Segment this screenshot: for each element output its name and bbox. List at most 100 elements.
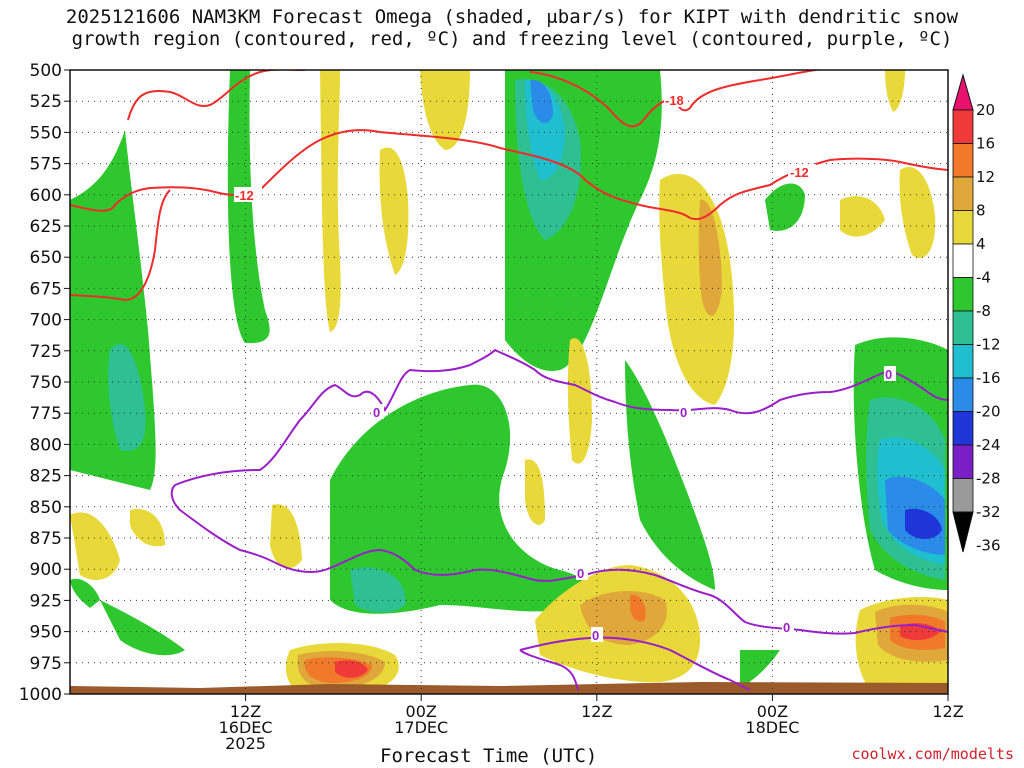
colorbar-label: -36 [976,537,1001,555]
omega-region [320,70,341,332]
colorbar: 20 16 12 8 4 -4 -8 -12 -16 -20 -24 -28 -32 -36 [952,73,1001,555]
colorbar-label: -24 [976,436,1001,454]
contour-label-bg [664,92,686,107]
colorbar-label: 16 [976,135,995,153]
omega-region [530,79,553,124]
freezing-contour [519,649,579,691]
contour-label-bg [576,565,588,580]
title-line-1: 2025121606 NAM3KM Forecast Omega (shaded… [65,6,959,28]
dendritic-contour [259,129,948,221]
omega-region [525,459,545,525]
contour-label-bg [372,404,384,419]
y-tick-label: 500 [30,61,62,81]
contour-label-bg [884,366,896,381]
omega-region [740,650,780,688]
x-tick-label: 12Z [932,702,963,721]
omega-region [765,183,805,231]
colorbar-arrow-top [952,73,974,111]
y-tick-label: 950 [30,623,62,643]
colorbar-label: -16 [976,369,1001,387]
freezing-contour [170,484,948,635]
omega-region [100,600,185,656]
colorbar-swatch [952,109,974,144]
colorbar-swatch [952,310,974,345]
omega-region [698,199,722,317]
omega-region [70,512,120,580]
colorbar-swatch [952,176,974,211]
colorbar-label: -28 [976,470,1001,488]
y-tick-label: 775 [30,404,62,424]
y-tick-label: 550 [30,123,62,143]
colorbar-swatch [952,344,974,379]
omega-region [70,578,100,608]
colorbar-swatch [952,210,974,245]
omega-region [330,384,587,614]
title-line-2: growth region (contoured, red, ºC) and f… [71,28,953,50]
y-tick-label: 850 [30,498,62,518]
x-tick-label: 18DEC [745,718,799,737]
contour-label: 0 [373,405,380,420]
colorbar-swatch [952,243,974,278]
contour-label: -12 [235,188,254,203]
omega-region [420,70,470,150]
y-axis: 500 525 550 575 600 625 650 675 700 725 750 775 800 8… [19,61,70,705]
omega-region [379,147,409,275]
x-tick-label: 12Z [581,702,612,721]
omega-region [270,504,302,569]
grid-lines [70,70,949,694]
contour-label: 0 [885,367,892,382]
dendritic-contour [127,70,305,121]
colorbar-label: 20 [976,101,995,119]
contour-label: 0 [783,620,790,635]
omega-region [905,508,942,539]
omega-region [350,567,406,613]
omega-region [130,509,165,547]
omega-region [108,343,146,451]
omega-region [567,338,592,464]
omega-region [625,360,715,590]
y-tick-label: 600 [30,186,62,206]
colorbar-label: -32 [976,503,1001,521]
dendritic-contour [70,189,171,302]
x-tick-label: 00Z [757,702,788,721]
colorbar-swatch [952,143,974,178]
omega-region [840,196,885,237]
colorbar-swatch [952,444,974,479]
colorbar-label: -8 [976,302,991,320]
omega-region [335,660,368,678]
contour-label-bg [788,164,816,179]
colorbar-label: -4 [976,269,991,287]
y-tick-label: 975 [30,654,62,674]
colorbar-label: 4 [976,235,986,253]
x-tick-label: 00Z [406,702,437,721]
contour-label-bg [591,627,603,642]
colorbar-label: 8 [976,202,986,220]
contour-label: 0 [577,566,584,581]
colorbar-swatch [952,277,974,312]
y-tick-label: 750 [30,373,62,393]
footer-credit: coolwx.com/modelts [851,745,1014,763]
contour-label: -18 [665,93,684,108]
x-tick-label: 17DEC [394,718,448,737]
colorbar-label: -12 [976,336,1001,354]
contour-label: 0 [680,405,687,420]
omega-region [630,594,646,622]
omega-shading [70,70,948,694]
contour-label-bg [782,619,794,634]
x-axis-label: Forecast Time (UTC) [380,745,598,767]
y-tick-label: 900 [30,560,62,580]
colorbar-label: -20 [976,403,1001,421]
y-tick-label: 650 [30,248,62,268]
x-tick-label: 2025 [225,734,266,753]
y-tick-label: 875 [30,529,62,549]
dendritic-contour [70,186,259,212]
y-tick-label: 525 [30,92,62,112]
contour-label: -12 [790,165,809,180]
y-tick-label: 575 [30,155,62,175]
y-tick-label: 800 [30,435,62,455]
y-tick-label: 675 [30,279,62,299]
contour-label-bg [679,404,691,419]
y-tick-label: 725 [30,342,62,362]
y-tick-label: 1000 [19,685,62,705]
omega-region [227,70,270,344]
